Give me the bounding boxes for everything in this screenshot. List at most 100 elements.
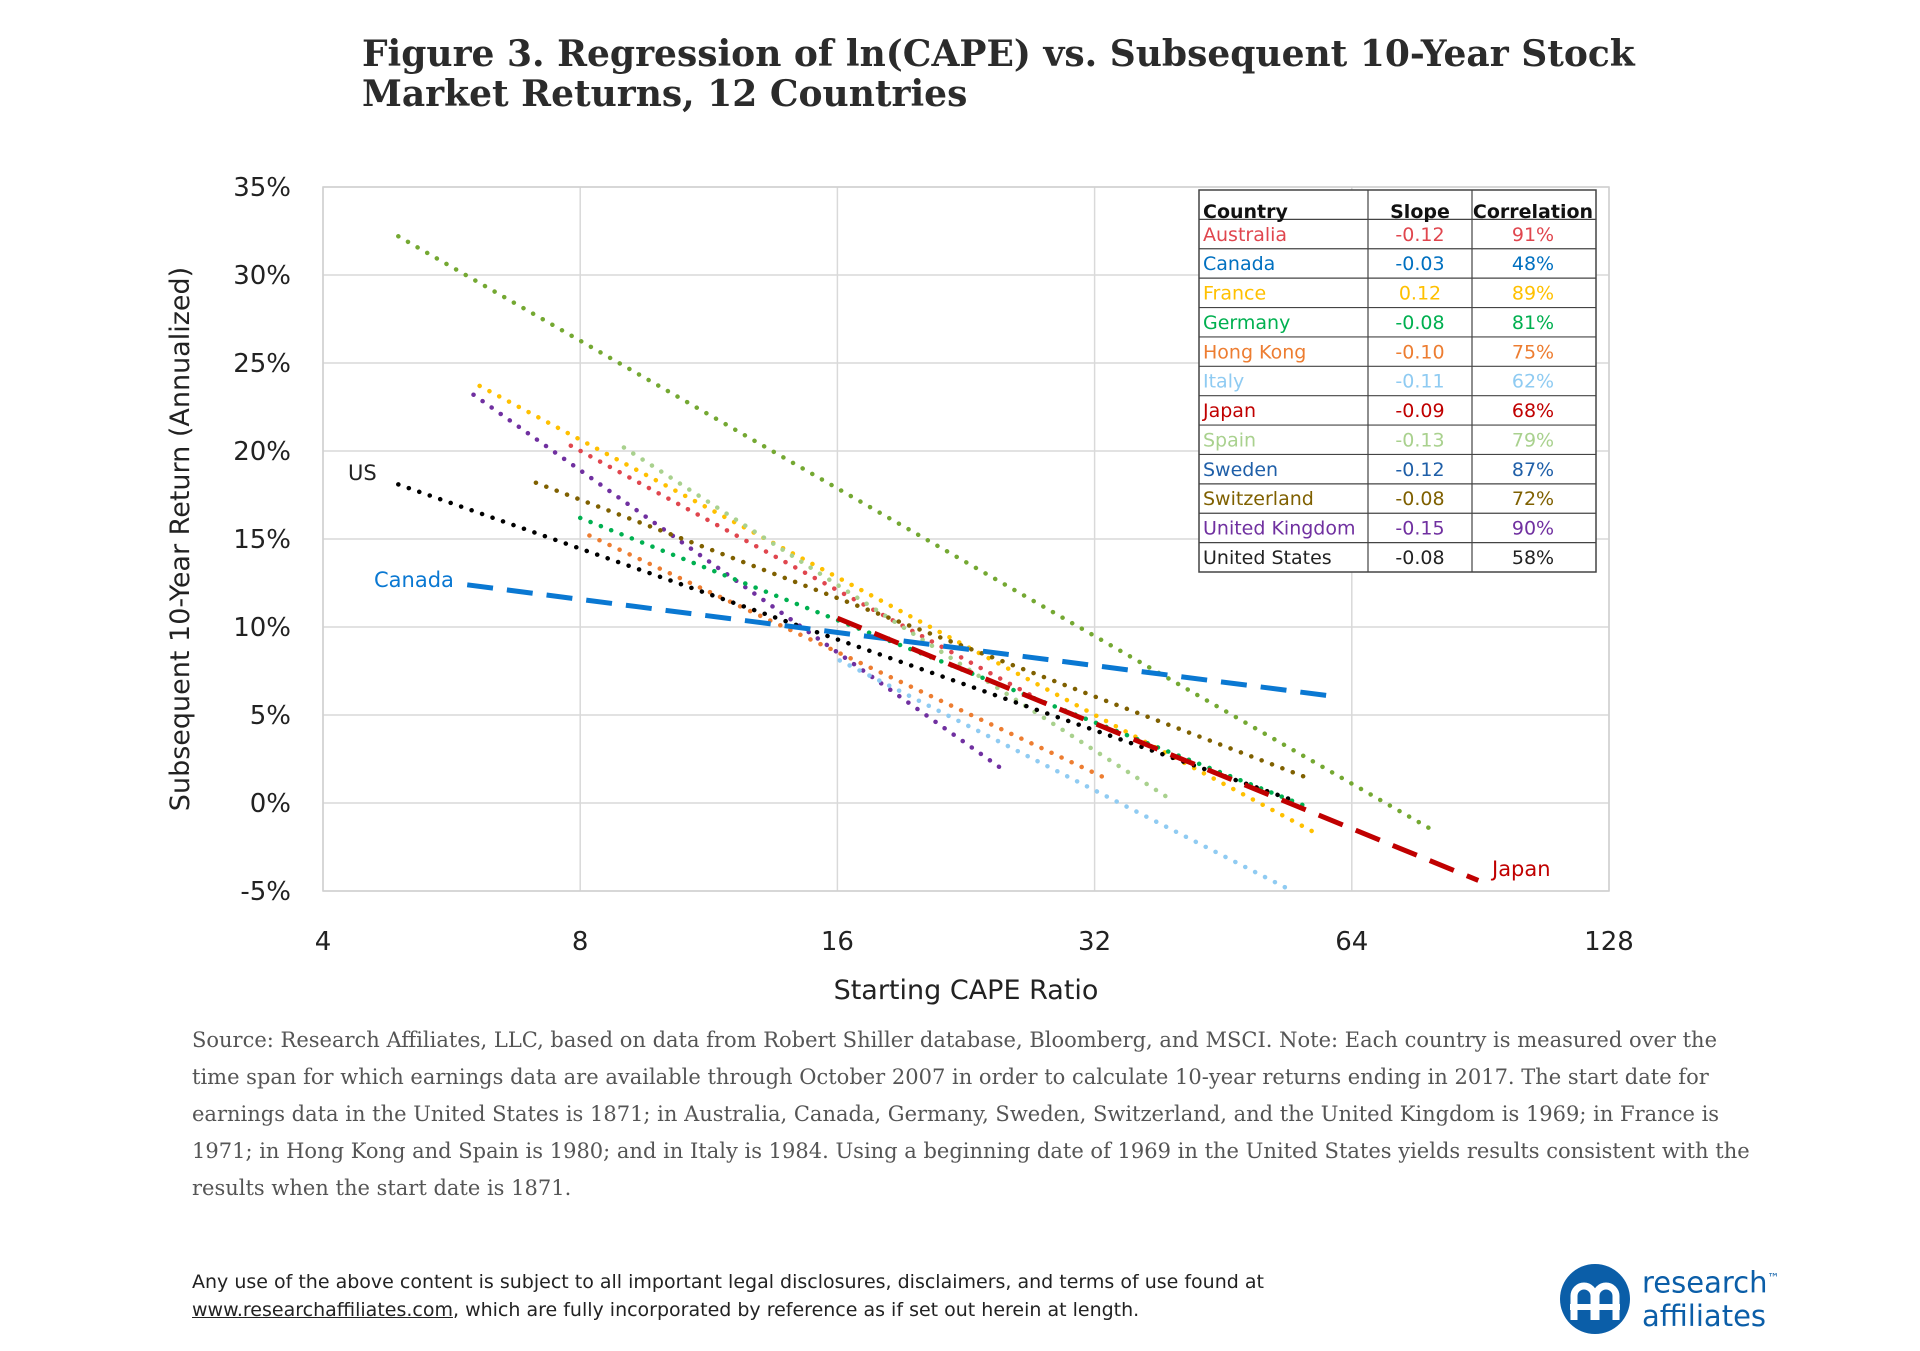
source-note: Source: Research Affiliates, LLC, based …: [192, 1028, 1750, 1200]
table-cell-country: Sweden: [1203, 459, 1278, 481]
table-cell-country: France: [1203, 283, 1266, 305]
table-cell-slope: -0.08: [1395, 312, 1444, 334]
series-line-spain: [396, 234, 1437, 834]
table-cell-slope: -0.11: [1395, 371, 1444, 393]
x-tick-label: 4: [315, 927, 332, 957]
y-tick-label: 10%: [233, 613, 291, 643]
research-affiliates-logo: research™ affiliates: [1560, 1262, 1780, 1338]
legal-line-1: Any use of the above content is subject …: [192, 1271, 1264, 1293]
y-tick-label: 30%: [233, 261, 291, 291]
legal-disclaimer: Any use of the above content is subject …: [192, 1268, 1472, 1324]
table-row: United Kingdom -0.15 90%: [1203, 518, 1554, 540]
table-row: United States -0.08 58%: [1203, 547, 1554, 569]
table-cell-country: Spain: [1203, 429, 1256, 451]
table-cell-country: Australia: [1203, 224, 1287, 246]
series-line-france: [477, 383, 1318, 836]
table-row: France 0.12 89%: [1203, 283, 1554, 305]
annotation-japan: Japan: [1490, 857, 1551, 881]
table-cell-correlation: 90%: [1512, 518, 1554, 540]
table-cell-slope: -0.09: [1395, 400, 1444, 422]
table-cell-country: Germany: [1203, 312, 1290, 334]
table-cell-correlation: 48%: [1512, 253, 1554, 275]
y-tick-label: 20%: [233, 437, 291, 467]
table-cell-slope: -0.12: [1395, 224, 1444, 246]
table-header-slope: Slope: [1390, 201, 1450, 223]
table-cell-slope: -0.12: [1395, 459, 1444, 481]
series-line-australia: [568, 443, 1034, 698]
table-cell-slope: -0.10: [1395, 341, 1444, 363]
y-tick-label: -5%: [240, 877, 291, 907]
series-line-switzerland: [533, 480, 1312, 781]
series-line-canada: [466, 582, 1329, 699]
table-row: Canada -0.03 48%: [1203, 253, 1554, 275]
logo-mark-icon: [1560, 1264, 1630, 1334]
table-row: Hong Kong -0.10 75%: [1203, 341, 1554, 363]
series-line-italy: [621, 445, 1171, 800]
x-tick-label: 16: [821, 927, 854, 957]
table-cell-correlation: 89%: [1512, 283, 1554, 305]
y-tick-label: 15%: [233, 525, 291, 555]
table-cell-correlation: 87%: [1512, 459, 1554, 481]
series-line-hong-kong: [587, 533, 1109, 781]
website-link[interactable]: www.researchaffiliates.com: [192, 1299, 453, 1321]
table-cell-country: Japan: [1202, 400, 1256, 422]
series-line-sweden: [837, 658, 1292, 892]
series-line-japan: [836, 615, 1480, 883]
table-cell-country: United Kingdom: [1203, 518, 1356, 540]
x-tick-label: 128: [1584, 927, 1634, 957]
table-cell-slope: 0.12: [1399, 283, 1441, 305]
table-cell-slope: -0.08: [1395, 488, 1444, 510]
y-axis-ticks: 35% 30% 25% 20% 15% 10% 5% 0% -5%: [233, 173, 291, 907]
table-cell-slope: -0.08: [1395, 547, 1444, 569]
stats-table: Country Slope Correlation Australia -0.12…: [1198, 189, 1597, 573]
series-line-germany: [577, 515, 1305, 808]
figure-title-line-2: Market Returns, 12 Countries: [362, 73, 967, 115]
table-header-correlation: Correlation: [1473, 201, 1593, 223]
table-cell-country: United States: [1203, 547, 1332, 569]
table-cell-correlation: 75%: [1512, 341, 1554, 363]
annotation-canada: Canada: [374, 568, 454, 592]
y-tick-label: 25%: [233, 349, 291, 379]
table-row: Germany -0.08 81%: [1203, 312, 1554, 334]
y-tick-label: 5%: [250, 701, 291, 731]
table-row: Japan -0.09 68%: [1202, 400, 1554, 422]
table-cell-correlation: 79%: [1512, 429, 1554, 451]
annotation-us: US: [348, 461, 377, 485]
table-cell-country: Canada: [1203, 253, 1275, 275]
table-cell-country: Switzerland: [1203, 488, 1314, 510]
table-cell-slope: -0.15: [1395, 518, 1444, 540]
table-cell-country: Italy: [1203, 371, 1244, 393]
table-row: Italy -0.11 62%: [1203, 371, 1554, 393]
figure-title-line-1: Figure 3. Regression of ln(CAPE) vs. Sub…: [362, 33, 1636, 75]
table-row: Australia -0.12 91%: [1203, 224, 1554, 246]
table-row: Sweden -0.12 87%: [1203, 459, 1554, 481]
table-row: Switzerland -0.08 72%: [1203, 488, 1554, 510]
x-axis-title: Starting CAPE Ratio: [834, 975, 1099, 1006]
table-cell-correlation: 91%: [1512, 224, 1554, 246]
logo-text-affiliates: affiliates: [1642, 1298, 1767, 1333]
y-tick-label: 35%: [233, 173, 291, 203]
y-tick-label: 0%: [250, 789, 291, 819]
x-tick-label: 32: [1078, 927, 1111, 957]
logo-text-research: research: [1642, 1265, 1768, 1300]
series-line-united-states: [396, 482, 1298, 804]
table-cell-slope: -0.03: [1395, 253, 1444, 275]
table-cell-correlation: 72%: [1512, 488, 1554, 510]
table-cell-correlation: 58%: [1512, 547, 1554, 569]
plot-area: [322, 186, 1610, 892]
x-tick-label: 64: [1335, 927, 1368, 957]
table-header-country: Country: [1203, 201, 1289, 223]
table-cell-correlation: 62%: [1512, 371, 1554, 393]
table-row: Spain -0.13 79%: [1203, 429, 1554, 451]
logo-trademark: ™: [1767, 1271, 1780, 1285]
y-axis-title: Subsequent 10-Year Return (Annualized): [165, 267, 196, 811]
x-axis-ticks: 4 8 16 32 64 128: [315, 927, 1634, 957]
logo-wordmark: research™ affiliates: [1642, 1262, 1779, 1333]
legal-line-2: , which are fully incorporated by refere…: [452, 1299, 1140, 1321]
x-tick-label: 8: [572, 927, 589, 957]
regression-lines: [396, 234, 1480, 892]
table-cell-country: Hong Kong: [1203, 341, 1306, 363]
table-cell-correlation: 81%: [1512, 312, 1554, 334]
table-cell-correlation: 68%: [1512, 400, 1554, 422]
